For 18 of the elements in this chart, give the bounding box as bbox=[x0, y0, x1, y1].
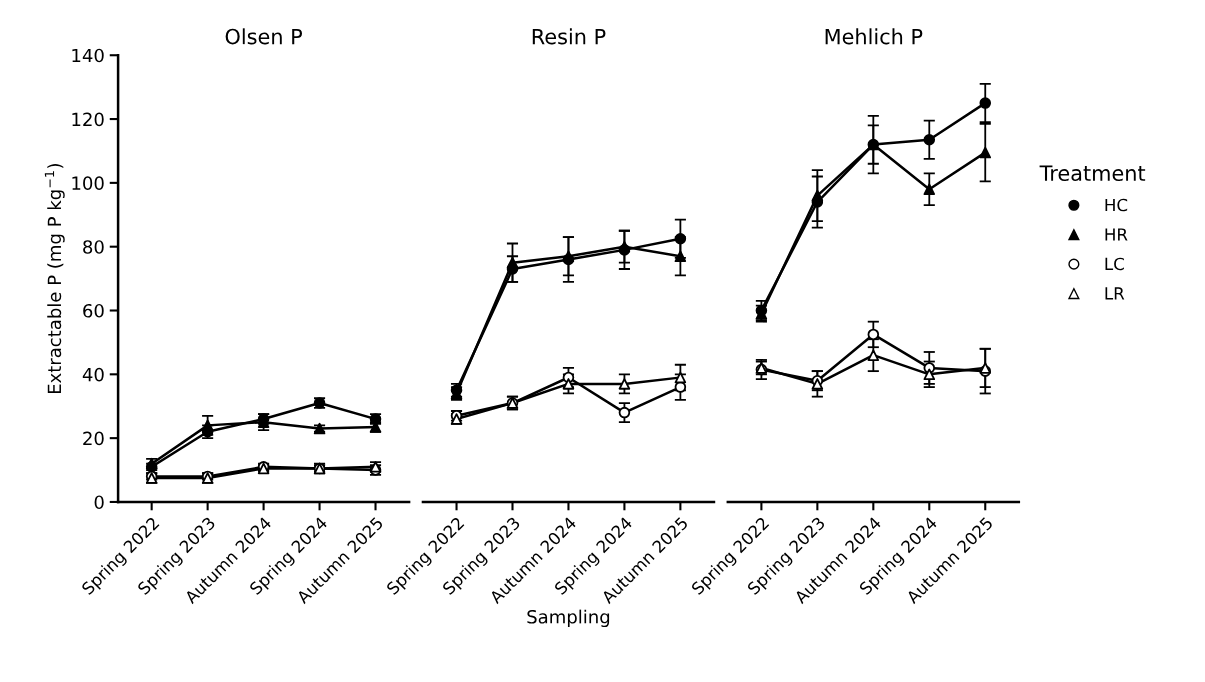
legend-label: HC bbox=[1105, 198, 1128, 212]
chart-title: Mehlich P bbox=[825, 28, 923, 45]
x-axis-title: Sampling bbox=[527, 609, 610, 628]
y-tick-label: 100 bbox=[72, 176, 104, 190]
legend-title: Treatment bbox=[1039, 165, 1146, 182]
chart-title: Olsen P bbox=[225, 28, 303, 45]
legend-label: LC bbox=[1105, 257, 1124, 271]
y-axis-title: Extractable P (mg P kg$^{−1}$) bbox=[44, 164, 65, 394]
chart-title: Resin P bbox=[532, 28, 606, 45]
legend-label: LR bbox=[1105, 287, 1125, 300]
y-tick-label: 80 bbox=[83, 240, 104, 254]
y-tick-label: 120 bbox=[72, 112, 104, 127]
y-tick-label: 140 bbox=[72, 48, 104, 63]
legend-label: HR bbox=[1105, 228, 1128, 241]
y-tick-label: 60 bbox=[83, 303, 104, 318]
y-tick-label: 40 bbox=[82, 367, 104, 382]
y-tick-label: 20 bbox=[83, 431, 104, 446]
y-tick-label: 0 bbox=[94, 495, 104, 510]
